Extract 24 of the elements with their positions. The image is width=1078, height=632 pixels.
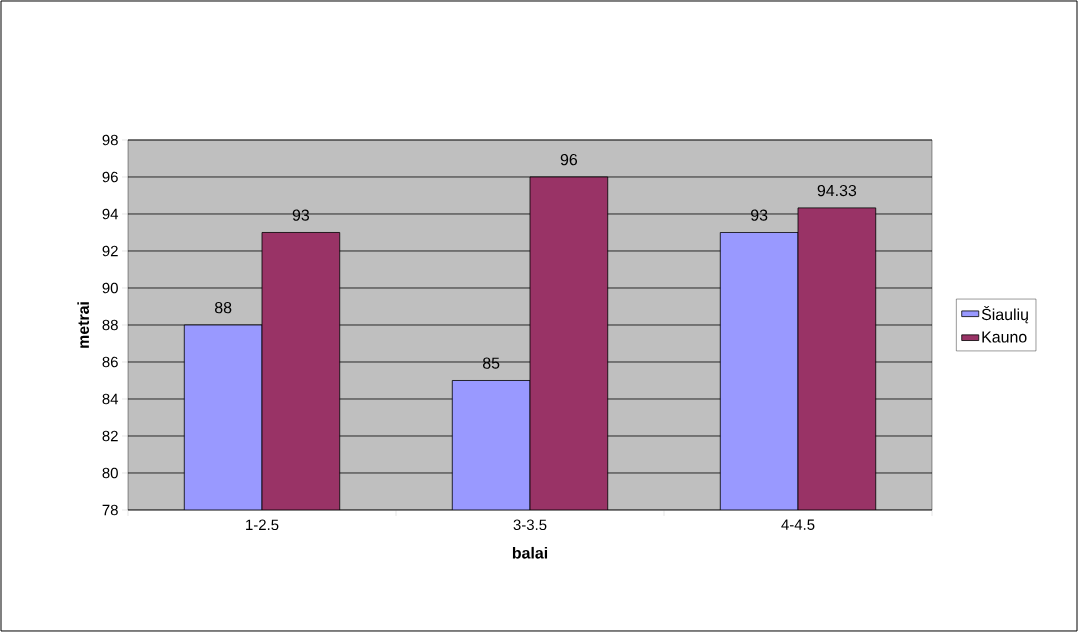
legend-label: Kauno: [982, 331, 1027, 343]
x-tick-label: 3-3.5: [513, 519, 547, 531]
data-label: 96: [560, 153, 578, 166]
data-label: 85: [482, 357, 500, 369]
y-tick-label: 94: [102, 208, 119, 220]
y-tick-label: 88: [102, 319, 118, 331]
y-tick-label: 80: [102, 467, 118, 479]
y-tick-label: 82: [102, 430, 118, 442]
x-tick-label: 1-2.5: [246, 519, 279, 531]
y-tick-label: 84: [102, 393, 119, 405]
data-label: 94.33: [817, 184, 857, 197]
data-label: 88: [214, 301, 232, 314]
y-tick-label: 90: [102, 282, 118, 294]
y-tick-label: 78: [102, 504, 118, 516]
data-label: 93: [292, 209, 310, 221]
y-tick-label: 92: [102, 245, 118, 257]
y-tick-label: 86: [102, 356, 118, 368]
y-tick-label: 96: [102, 171, 118, 183]
y-axis-title: metrai: [77, 302, 90, 348]
y-tick-label: 98: [102, 134, 118, 146]
data-label: 93: [751, 209, 768, 221]
legend-label: Šiaulių: [981, 306, 1029, 324]
x-tick-label: 4-4.5: [781, 519, 815, 530]
x-axis-title: balai: [512, 546, 548, 559]
